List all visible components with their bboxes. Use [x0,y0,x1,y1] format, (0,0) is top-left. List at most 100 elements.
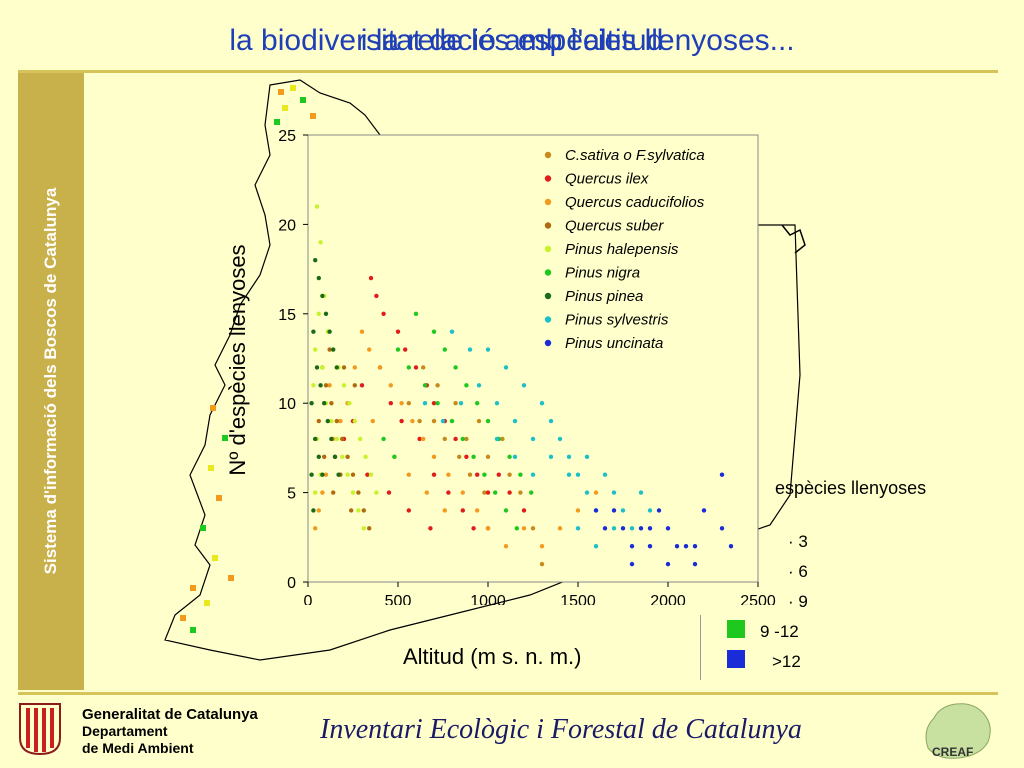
data-point [314,365,320,370]
legend-marker [544,175,552,182]
data-point [377,365,383,370]
data-point [318,240,323,245]
data-point [313,490,318,495]
data-point [340,454,345,460]
legend-label: Pinus halepensis [565,241,679,258]
data-point [530,436,536,442]
data-point [557,436,563,442]
data-point [647,544,653,549]
data-point [395,347,401,352]
data-point [584,454,590,460]
data-point [316,275,321,281]
data-point [341,383,347,388]
data-point [329,401,334,406]
data-point [602,526,608,531]
data-point [323,472,329,477]
generalitat-logo [19,703,61,756]
data-point [347,401,352,406]
data-point [316,311,321,316]
data-point [683,544,689,549]
data-point [457,454,462,460]
data-point [507,472,512,477]
data-point [361,508,366,513]
data-point [442,508,447,513]
data-point [453,436,458,442]
creaf-logo: CREAF [925,703,991,759]
chart-points [309,204,734,567]
data-point [381,436,386,442]
data-point [392,454,397,460]
data-point [507,454,512,460]
data-point [403,347,408,352]
data-point [341,365,347,370]
data-point [327,347,332,352]
data-point [719,526,725,531]
data-point [336,472,341,477]
data-point [719,472,725,477]
data-point [350,490,356,495]
gov-line-3: de Medi Ambient [82,740,194,756]
data-point [367,347,372,352]
data-point [329,436,334,442]
data-point [464,383,469,388]
data-point [406,365,411,370]
data-point [471,454,476,460]
data-point [327,383,332,388]
data-point [367,526,372,531]
data-point [518,490,523,495]
chart-axes: 0 500 1000 1500 2000 2500 0 5 10 15 20 25 [278,128,776,605]
data-point [446,472,451,477]
data-point [334,365,339,370]
x-tick-label: 1000 [470,593,506,605]
data-point [320,472,325,477]
chart-legend: C.sativa o F.sylvatica Quercus ilex Quercu… [544,147,705,352]
map-legend-item-4: 9 -12 [760,622,799,641]
data-point [647,508,653,513]
data-point [311,329,316,334]
data-point [363,454,368,460]
x-tick-label: 1500 [560,593,596,605]
data-point [629,526,635,531]
data-point [611,508,617,513]
data-point [476,383,482,388]
data-point [313,436,318,442]
data-point [529,490,534,495]
data-point [413,311,419,316]
data-point [399,418,404,424]
legend-label: Quercus ilex [565,171,649,188]
data-point [442,347,447,352]
map-legend-item-2: · 6 [788,562,808,581]
legend-label: Quercus suber [565,218,664,235]
gov-line-2: Departament [82,723,168,739]
data-point [370,418,375,424]
map-legend-item-5: >12 [772,652,801,671]
data-point [471,526,476,531]
legend-marker [544,198,552,206]
data-point [352,383,357,388]
data-point [539,544,545,549]
data-point [629,561,635,567]
map-legend-swatch-5 [727,650,745,668]
data-point [453,365,458,370]
plot-area [307,134,759,583]
data-point [638,490,644,495]
top-divider-line [18,70,998,73]
data-point [464,436,469,442]
bottom-divider-line [18,692,998,695]
data-point [422,383,428,388]
data-point [440,418,446,424]
data-point [521,526,527,531]
data-point [359,329,365,334]
data-point [361,526,366,531]
data-point [460,490,465,495]
data-point [503,365,509,370]
map-legend-item-3: · 9 [788,592,808,611]
data-point [316,454,321,460]
data-point [575,472,581,477]
data-point [557,526,563,531]
data-point [458,401,464,406]
map-legend-swatch-4 [727,620,745,638]
legend-label: C.sativa o F.sylvatica [565,147,705,164]
legend-marker [544,269,552,276]
data-point [431,418,437,424]
